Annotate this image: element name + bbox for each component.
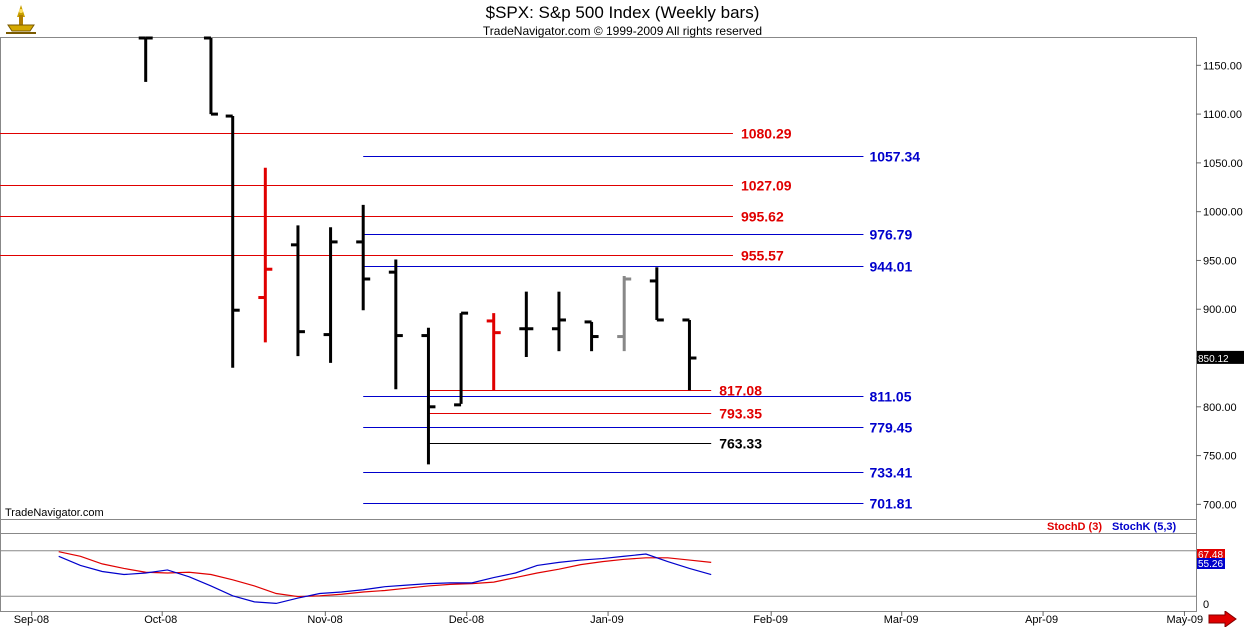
date-tick-label: Sep-08 — [14, 614, 49, 626]
date-axis: Sep-08 Oct-08 Nov-08 Dec-08 Jan-09 Feb-09 Mar-… — [14, 611, 1203, 626]
price-bar — [290, 225, 305, 357]
price-bar — [649, 267, 664, 322]
level-label: 1027.09 — [741, 178, 792, 194]
date-tick-label: Jan-09 — [590, 614, 624, 626]
level-label: 763.33 — [719, 436, 762, 452]
date-tick-label: Dec-08 — [449, 614, 484, 626]
price-bar — [323, 227, 338, 363]
price-bar — [486, 313, 501, 391]
price-tick-label: 1100.00 — [1203, 109, 1242, 121]
level-label: 955.57 — [741, 248, 784, 264]
price-bar — [138, 36, 153, 82]
logo-icon[interactable] — [4, 3, 38, 35]
price-bar — [258, 167, 273, 343]
osc-line-stoch-k — [58, 553, 712, 605]
osc-tick-label: 0 — [1203, 599, 1209, 611]
price-bar — [388, 259, 403, 390]
price-bar — [225, 114, 240, 368]
osc-last-marker — [1197, 549, 1225, 560]
level-label: 811.05 — [869, 389, 911, 405]
level-label: 1057.34 — [869, 149, 920, 165]
osc-last-label: 55.26 — [1198, 559, 1223, 570]
price-bar — [682, 318, 697, 391]
level-label: 976.79 — [869, 227, 912, 243]
chart-title: $SPX: S&p 500 Index (Weekly bars) — [485, 3, 760, 22]
legend-strip — [0, 519, 1197, 534]
date-tick-label: May-09 — [1166, 614, 1203, 626]
date-tick-label: Apr-09 — [1025, 614, 1058, 626]
last-price-marker — [1197, 350, 1244, 364]
price-tick-label: 900.00 — [1203, 304, 1237, 316]
price-bars — [138, 36, 697, 465]
price-axis: 1150.00 1100.00 1050.00 1000.00 950.00 900.00… — [1196, 60, 1243, 511]
price-bar — [421, 327, 436, 465]
level-label: 817.08 — [719, 383, 762, 399]
osc-last-label: 67.48 — [1198, 550, 1223, 561]
price-bar — [203, 36, 218, 116]
date-tick-label: Nov-08 — [307, 614, 342, 626]
price-bar — [519, 291, 534, 358]
stoch-k-legend: StochK (5,3) — [1112, 521, 1177, 533]
osc-last-marker — [1197, 558, 1225, 569]
price-tick-label: 1000.00 — [1203, 207, 1243, 219]
chart-subtitle: TradeNavigator.com © 1999-2009 All right… — [482, 24, 763, 38]
level-label: 701.81 — [869, 496, 912, 512]
oscillator-series — [58, 551, 712, 605]
level-label: 733.41 — [869, 465, 912, 481]
price-bar — [454, 311, 469, 407]
osc-line-stoch-d — [58, 551, 712, 598]
stoch-d-legend: StochD (3) — [1047, 521, 1102, 533]
date-tick-label: Oct-08 — [144, 614, 177, 626]
price-tick-label: 1150.00 — [1203, 60, 1242, 72]
level-label: 944.01 — [869, 259, 912, 275]
level-label: 1080.29 — [741, 126, 792, 142]
price-bar — [551, 291, 566, 352]
price-bar — [617, 276, 632, 352]
price-tick-label: 800.00 — [1203, 402, 1237, 414]
price-tick-label: 750.00 — [1203, 451, 1237, 463]
level-label: 995.62 — [741, 209, 784, 225]
last-price-label: 850.12 — [1198, 354, 1229, 365]
date-tick-label: Mar-09 — [884, 614, 919, 626]
main-plot-frame — [0, 37, 1197, 520]
price-tick-label: 1050.00 — [1203, 158, 1243, 170]
price-tick-label: 700.00 — [1203, 499, 1237, 511]
level-label: 793.35 — [719, 406, 762, 422]
price-tick-label: 950.00 — [1203, 255, 1237, 267]
date-tick-label: Feb-09 — [753, 614, 788, 626]
level-label: 779.45 — [869, 420, 912, 436]
watermark-text: TradeNavigator.com — [5, 507, 104, 519]
price-bar — [356, 204, 371, 311]
fib-levels: 1080.29 1057.34 1027.09 995.62 976.79 955.57 9… — [0, 126, 920, 512]
price-bar — [584, 320, 599, 352]
scroll-right-arrow-icon[interactable] — [1207, 611, 1237, 627]
